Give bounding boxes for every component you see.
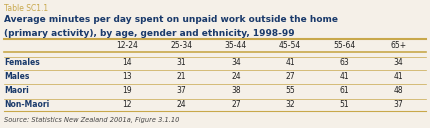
Text: 38: 38 xyxy=(231,86,241,95)
Text: 41: 41 xyxy=(286,58,295,67)
Text: 63: 63 xyxy=(340,58,349,67)
Text: 35-44: 35-44 xyxy=(225,41,247,50)
Text: 14: 14 xyxy=(123,58,132,67)
Text: Source: Statistics New Zealand 2001a, Figure 3.1.10: Source: Statistics New Zealand 2001a, Fi… xyxy=(4,117,180,123)
Text: 65+: 65+ xyxy=(391,41,407,50)
Text: 32: 32 xyxy=(286,100,295,109)
Text: 34: 34 xyxy=(394,58,404,67)
Text: 13: 13 xyxy=(123,72,132,81)
Text: 41: 41 xyxy=(394,72,404,81)
Text: 31: 31 xyxy=(177,58,186,67)
Text: 27: 27 xyxy=(286,72,295,81)
Text: Females: Females xyxy=(4,58,40,67)
Text: 34: 34 xyxy=(231,58,241,67)
Text: 55-64: 55-64 xyxy=(333,41,356,50)
Text: 12: 12 xyxy=(123,100,132,109)
Text: 48: 48 xyxy=(394,86,404,95)
Text: Non-Maori: Non-Maori xyxy=(4,100,49,109)
Text: 45-54: 45-54 xyxy=(279,41,301,50)
Text: Males: Males xyxy=(4,72,30,81)
Text: 51: 51 xyxy=(340,100,349,109)
Text: 37: 37 xyxy=(177,86,187,95)
Text: 41: 41 xyxy=(340,72,349,81)
Text: 12-24: 12-24 xyxy=(116,41,138,50)
Text: 37: 37 xyxy=(394,100,404,109)
Text: Maori: Maori xyxy=(4,86,29,95)
Text: (primary activity), by age, gender and ethnicity, 1998-99: (primary activity), by age, gender and e… xyxy=(4,29,295,38)
Text: 61: 61 xyxy=(340,86,349,95)
Text: 25-34: 25-34 xyxy=(170,41,193,50)
Text: Table SC1.1: Table SC1.1 xyxy=(4,4,49,13)
Text: 27: 27 xyxy=(231,100,241,109)
Text: 21: 21 xyxy=(177,72,186,81)
Text: 19: 19 xyxy=(123,86,132,95)
Text: 24: 24 xyxy=(177,100,186,109)
Text: Average minutes per day spent on unpaid work outside the home: Average minutes per day spent on unpaid … xyxy=(4,15,338,24)
Text: 55: 55 xyxy=(285,86,295,95)
Text: 24: 24 xyxy=(231,72,241,81)
